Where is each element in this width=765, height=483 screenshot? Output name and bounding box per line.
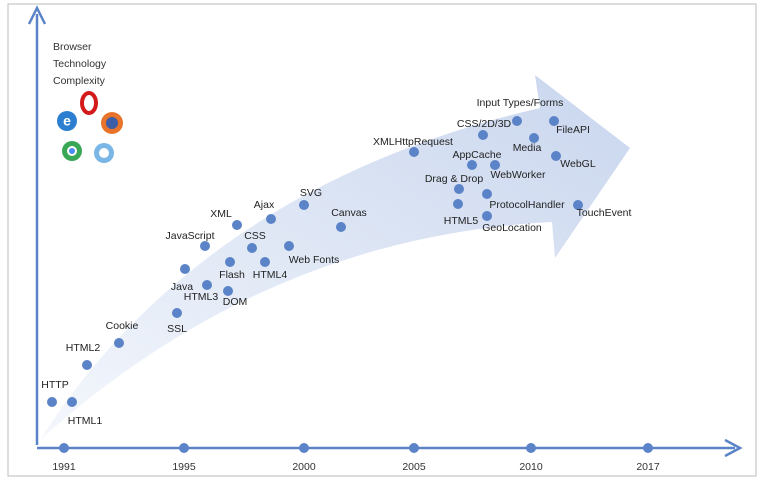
tech-label: Drag & Drop [425,173,484,185]
tech-label: Java [171,281,193,293]
tech-label: WebGL [560,158,596,170]
year-label: 2000 [292,461,316,473]
year-label: 1991 [52,461,76,473]
year-label: 1995 [172,461,196,473]
axis-label: Browser [53,41,92,53]
tech-dot [549,116,559,126]
tech-dot [336,222,346,232]
tech-dot [529,133,539,143]
year-dot [59,443,69,453]
tech-dot [202,280,212,290]
year-dot [179,443,189,453]
tech-label: CSS/2D/3D [457,118,512,130]
tech-dot [200,241,210,251]
year-label: 2010 [519,461,543,473]
tech-label: HTTP [41,379,68,391]
tech-dot [453,199,463,209]
tech-label: SSL [167,323,187,335]
tech-label: CSS [244,230,266,242]
tech-label: XML [210,208,232,220]
tech-dot [47,397,57,407]
tech-dot [114,338,124,348]
tech-label: XMLHttpRequest [373,136,453,148]
year-dot [526,443,536,453]
tech-label: HTML5 [444,215,479,227]
tech-label: AppCache [452,149,501,161]
svg-text:e: e [63,113,71,129]
tech-dot [225,257,235,267]
tech-label: Web Fonts [289,254,340,266]
tech-dot [223,286,233,296]
tech-dot [284,241,294,251]
browser-icons: e [57,91,123,163]
tech-dot [478,130,488,140]
tech-dot [467,160,477,170]
tech-label: JavaScript [165,230,214,242]
year-dot [409,443,419,453]
tech-label: DOM [223,296,248,308]
tech-dot [260,257,270,267]
axis-label: Complexity [53,75,106,87]
tech-label: Input Types/Forms [477,97,564,109]
tech-dot [482,211,492,221]
tech-dot [67,397,77,407]
tech-label: Flash [219,269,245,281]
axis-label: Technology [53,58,107,70]
tech-label: HTML4 [253,269,288,281]
tech-dot [454,184,464,194]
tech-label: Media [513,142,542,154]
tech-dot [266,214,276,224]
tech-label: GeoLocation [482,222,542,234]
tech-dot [490,160,500,170]
tech-label: WebWorker [490,169,546,181]
tech-dot [573,200,583,210]
tech-label: TouchEvent [577,207,632,219]
tech-label: SVG [300,187,322,199]
growth-arrow [40,75,630,440]
tech-label: Canvas [331,207,367,219]
tech-label: ProtocolHandler [489,199,565,211]
year-label: 2017 [636,461,660,473]
tech-label: Ajax [254,199,275,211]
y-axis-head [27,5,47,25]
tech-label: HTML2 [66,342,101,354]
tech-label: HTML3 [184,291,219,303]
tech-dot [551,151,561,161]
tech-label: Cookie [106,320,139,332]
tech-dot [409,147,419,157]
tech-label: HTML1 [68,415,103,427]
tech-dot [247,243,257,253]
tech-dot [180,264,190,274]
year-dot [299,443,309,453]
tech-dot [82,360,92,370]
tech-dot [232,220,242,230]
year-label: 2005 [402,461,426,473]
tech-dot [482,189,492,199]
tech-dot [299,200,309,210]
tech-label: FileAPI [556,124,590,136]
x-axis-head [724,438,743,458]
tech-dot [172,308,182,318]
tech-dot [512,116,522,126]
year-dot [643,443,653,453]
